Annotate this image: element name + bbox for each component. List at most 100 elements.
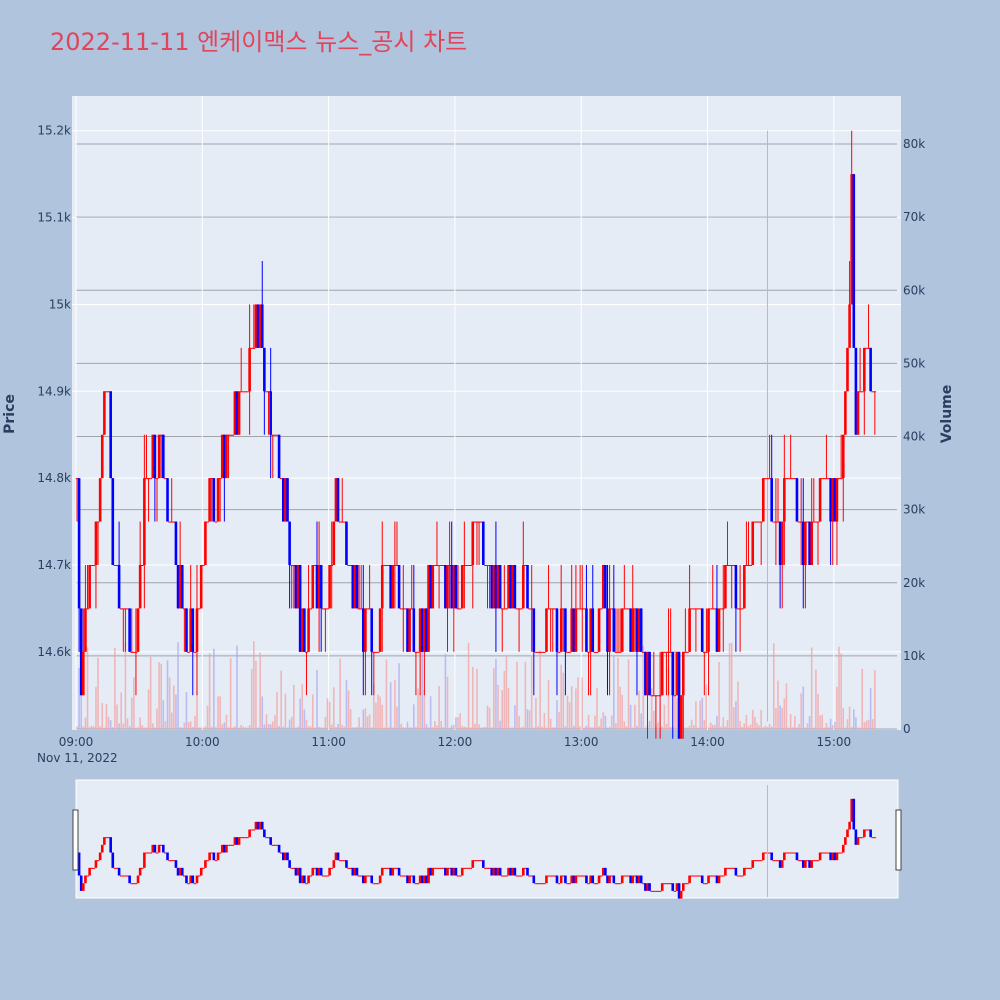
- mini-candle: [684, 883, 687, 885]
- mini-candle: [380, 867, 384, 876]
- candle-body: [650, 695, 653, 697]
- candle-body: [732, 564, 736, 566]
- candle-body: [143, 478, 146, 565]
- volume-bar: [288, 719, 291, 729]
- mini-candle: [155, 852, 159, 854]
- candle-body: [484, 564, 487, 566]
- mini-candle: [206, 860, 209, 862]
- volume-bar: [518, 715, 520, 729]
- candle-body: [244, 391, 247, 393]
- volume-bar: [402, 727, 405, 729]
- candle-body: [583, 608, 586, 610]
- candle-body: [574, 608, 578, 652]
- candle-body: [277, 434, 281, 479]
- candle-body: [332, 521, 336, 565]
- range-slider-handle-left[interactable]: [72, 809, 79, 871]
- mini-candle: [322, 875, 325, 877]
- candle-body: [351, 564, 355, 609]
- volume-bar: [505, 655, 508, 729]
- candle-body: [305, 651, 308, 653]
- candle-body: [816, 521, 820, 523]
- mini-candle: [423, 875, 426, 884]
- volume-bar: [836, 686, 838, 729]
- mini-candle: [269, 837, 272, 845]
- volume-tick-labels: 0 10k 20k 30k 40k 50k 60k 70k 80k: [903, 137, 925, 736]
- mini-candle: [113, 867, 117, 869]
- mini-candle: [477, 860, 481, 862]
- mini-candle: [90, 867, 94, 869]
- mini-candle: [852, 798, 856, 830]
- candle-body: [115, 564, 119, 566]
- candle-body: [715, 608, 719, 652]
- volume-bar: [669, 726, 672, 729]
- price-tick-label: 14.8k: [37, 471, 71, 485]
- mini-candle: [690, 875, 693, 877]
- candle-body: [113, 564, 117, 566]
- candle-body: [452, 564, 456, 609]
- volume-bar: [745, 714, 748, 729]
- volume-bar: [417, 688, 419, 729]
- volume-bar: [766, 726, 769, 729]
- volume-bar: [337, 724, 339, 729]
- candle-body: [608, 608, 611, 652]
- volume-bar: [829, 718, 832, 729]
- candle-body: [126, 608, 129, 610]
- candle-body: [416, 651, 420, 653]
- candle-body: [172, 521, 176, 523]
- candle-body: [601, 564, 605, 609]
- mini-candle: [479, 860, 483, 862]
- mini-candle: [197, 875, 201, 877]
- volume-bar: [846, 719, 849, 729]
- range-slider-handle-right[interactable]: [895, 809, 902, 871]
- mini-candle: [336, 852, 340, 861]
- candle-body: [427, 564, 430, 652]
- volume-bar: [874, 670, 876, 729]
- volume-bar: [861, 668, 864, 729]
- mini-candle: [515, 875, 519, 877]
- volume-bar: [95, 687, 97, 729]
- candle-body: [690, 608, 693, 610]
- candle-body: [364, 608, 367, 652]
- volume-bar: [80, 685, 83, 729]
- candle-body: [620, 608, 624, 652]
- candle-body: [543, 651, 546, 653]
- range-slider[interactable]: [75, 779, 899, 899]
- volume-bar: [562, 672, 565, 729]
- volume-bar: [396, 706, 398, 729]
- volume-bar: [831, 725, 834, 729]
- volume-bar: [615, 723, 617, 729]
- candle-body: [648, 651, 651, 696]
- volume-bar: [394, 679, 396, 729]
- candle-body: [425, 608, 428, 652]
- mini-candle: [94, 860, 98, 868]
- mini-candle: [844, 837, 847, 845]
- volume-bar: [326, 698, 329, 729]
- volume-bar: [644, 727, 647, 729]
- mini-candle: [136, 875, 140, 884]
- volume-bar: [764, 725, 767, 729]
- candle-body: [151, 434, 155, 479]
- candle-body: [199, 564, 203, 609]
- mini-candle: [86, 875, 89, 877]
- mini-candle: [825, 852, 828, 854]
- candle-body: [303, 608, 306, 652]
- volume-bar: [545, 727, 548, 729]
- candle-body: [844, 391, 847, 435]
- mini-candle: [555, 875, 559, 884]
- candle-body: [761, 478, 765, 522]
- mini-candle: [671, 883, 675, 891]
- volume-bar: [398, 663, 400, 729]
- candle-body: [707, 608, 710, 652]
- candle-body: [505, 608, 508, 610]
- volume-bar: [516, 661, 518, 729]
- volume-bar: [728, 643, 731, 729]
- candle-body: [854, 347, 858, 435]
- candle-body: [86, 608, 89, 610]
- mini-candle: [764, 852, 767, 854]
- mini-candle: [458, 875, 462, 877]
- mini-candle: [633, 875, 637, 877]
- mini-candle: [412, 875, 416, 884]
- mini-candle: [427, 867, 430, 884]
- candle-body: [841, 434, 845, 479]
- volume-bar: [442, 727, 445, 729]
